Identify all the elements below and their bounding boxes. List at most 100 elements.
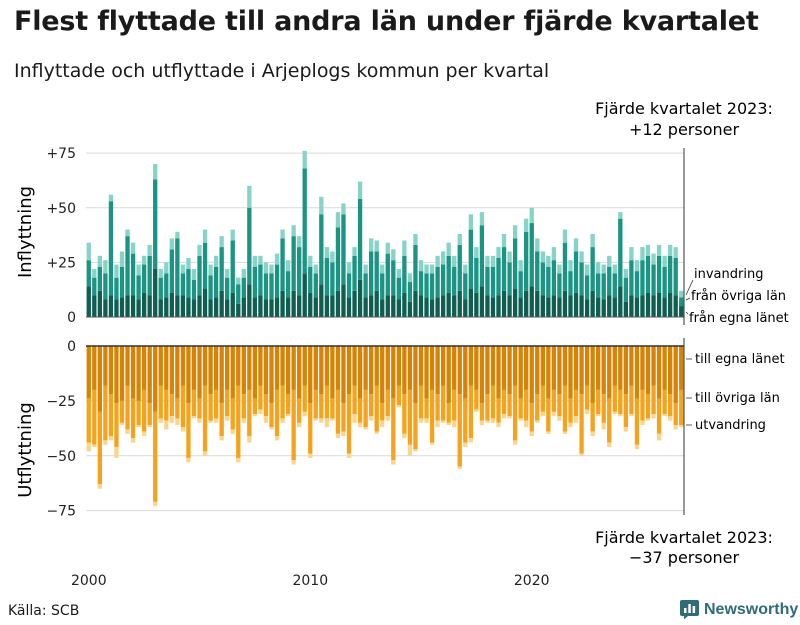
- inflow-bar-other-counties: [352, 255, 357, 291]
- outflow-bar-own-county: [136, 346, 141, 401]
- inflow-legend: invandring från övriga län från egna län…: [685, 267, 789, 326]
- inflow-bar-other-counties: [562, 242, 568, 291]
- outflow-bar-other-counties: [86, 398, 91, 443]
- outflow-bar-other-counties: [463, 398, 468, 443]
- inflow-bar-immigration: [92, 268, 97, 278]
- outflow-bar-other-counties: [119, 400, 125, 423]
- outflow-annotation-line1: Fjärde kvartalet 2023:: [595, 528, 773, 547]
- outflow-bar-own-county: [618, 346, 623, 390]
- inflow-bar-immigration: [440, 251, 446, 265]
- inflow-bar-immigration: [435, 255, 440, 267]
- outflow-bar-other-counties: [92, 389, 97, 445]
- outflow-bar-emigration: [463, 442, 468, 447]
- inflow-bar-other-counties: [391, 260, 396, 296]
- inflow-bar-other-counties: [673, 258, 678, 296]
- inflow-bar-other-counties: [568, 271, 573, 296]
- outflow-bar-other-counties: [175, 398, 180, 419]
- outflow-bar-other-counties: [474, 389, 479, 410]
- outflow-bar-other-counties: [308, 403, 313, 454]
- outflow-bar-emigration: [92, 444, 97, 447]
- outflow-bar-own-county: [607, 346, 612, 399]
- outflow-bar-emigration: [435, 420, 440, 428]
- outflow-bar-other-counties: [540, 385, 545, 412]
- legend-label-invandring: invandring: [694, 267, 763, 282]
- outflow-bar-other-counties: [108, 394, 114, 436]
- inflow-bar-own-county: [402, 292, 407, 317]
- inflow-bar-own-county: [496, 295, 501, 317]
- outflow-bar-emigration: [584, 409, 590, 415]
- outflow-bar-emigration: [313, 418, 318, 421]
- inflow-bar-other-counties: [402, 255, 407, 293]
- outflow-bar-emigration: [258, 409, 263, 415]
- outflow-bar-own-county: [346, 346, 352, 395]
- inflow-bar-immigration: [291, 225, 296, 237]
- inflow-bar-other-counties: [546, 266, 551, 298]
- inflow-bar-immigration: [213, 255, 219, 267]
- inflow-bar-other-counties: [108, 201, 114, 296]
- outflow-bar-own-county: [402, 346, 407, 395]
- inflow-annotation-line2: +12 personer: [629, 120, 740, 139]
- inflow-bar-other-counties: [197, 255, 202, 296]
- outflow-bar-emigration: [141, 431, 147, 436]
- inflow-bar-immigration: [169, 238, 174, 250]
- outflow-bar-other-counties: [186, 403, 191, 458]
- outflow-bar-emigration: [629, 414, 634, 417]
- inflow-bar-own-county: [97, 290, 102, 317]
- inflow-bar-own-county: [573, 292, 579, 317]
- inflow-bar-own-county: [247, 284, 252, 317]
- outflow-bar-own-county: [263, 346, 269, 395]
- inflow-bar-own-county: [673, 295, 678, 317]
- inflow-tick-label: +75: [46, 146, 76, 162]
- outflow-bar-other-counties: [640, 389, 645, 421]
- outflow-bar-other-counties: [164, 389, 169, 421]
- inflow-bar-own-county: [429, 299, 435, 317]
- gridlines: [86, 152, 684, 512]
- outflow-bar-other-counties: [125, 385, 130, 430]
- inflow-bar-other-counties: [512, 238, 518, 289]
- inflow-bar-other-counties: [186, 268, 191, 298]
- inflow-bar-other-counties: [535, 251, 540, 291]
- inflow-bar-other-counties: [463, 273, 468, 300]
- outflow-bar-other-counties: [446, 403, 451, 423]
- inflow-tick-label: 0: [67, 310, 76, 326]
- outflow-bar-emigration: [274, 436, 280, 441]
- inflow-bar-immigration: [557, 264, 562, 274]
- outflow-bar-emigration: [645, 418, 651, 421]
- outflow-bar-other-counties: [103, 385, 108, 441]
- inflow-bar-other-counties: [136, 275, 141, 300]
- outflow-bar-other-counties: [584, 385, 590, 410]
- inflow-bar-own-county: [86, 286, 91, 317]
- inflow-bar-other-counties: [518, 271, 523, 298]
- outflow-bar-other-counties: [557, 394, 562, 417]
- inflow-bar-other-counties: [236, 284, 241, 304]
- x-tick-label: 2000: [71, 573, 107, 589]
- outflow-bar-emigration: [396, 405, 401, 408]
- inflow-bar-other-counties: [429, 273, 435, 300]
- inflow-bar-own-county: [468, 288, 473, 318]
- inflow-bar-other-counties: [125, 236, 130, 296]
- inflow-bar-own-county: [291, 290, 296, 317]
- inflow-bar-immigration: [662, 255, 667, 267]
- inflow-bar-own-county: [546, 297, 551, 317]
- outflow-bar-own-county: [485, 346, 490, 395]
- outflow-bar-own-county: [452, 346, 457, 390]
- outflow-bar-emigration: [662, 414, 667, 417]
- outflow-annotation-line2: −37 personer: [629, 548, 740, 567]
- inflow-bar-other-counties: [596, 273, 601, 298]
- outflow-bar-own-county: [236, 346, 241, 386]
- inflow-bar-immigration: [485, 255, 490, 267]
- outflow-bar-other-counties: [429, 389, 435, 443]
- outflow-bar-own-county: [219, 346, 224, 404]
- outflow-bar-own-county: [291, 346, 296, 390]
- outflow-bar-other-counties: [269, 403, 274, 428]
- outflow-bar-own-county: [313, 346, 318, 390]
- inflow-bar-own-county: [474, 292, 479, 317]
- outflow-bar-other-counties: [335, 389, 341, 434]
- outflow-bar-other-counties: [369, 394, 374, 417]
- inflow-bar-own-county: [601, 299, 606, 317]
- inflow-bar-immigration: [385, 242, 390, 254]
- outflow-bar-own-county: [507, 346, 512, 395]
- inflow-bar-own-county: [225, 299, 230, 317]
- inflow-bar-immigration: [346, 262, 352, 274]
- inflow-bar-immigration: [175, 231, 180, 239]
